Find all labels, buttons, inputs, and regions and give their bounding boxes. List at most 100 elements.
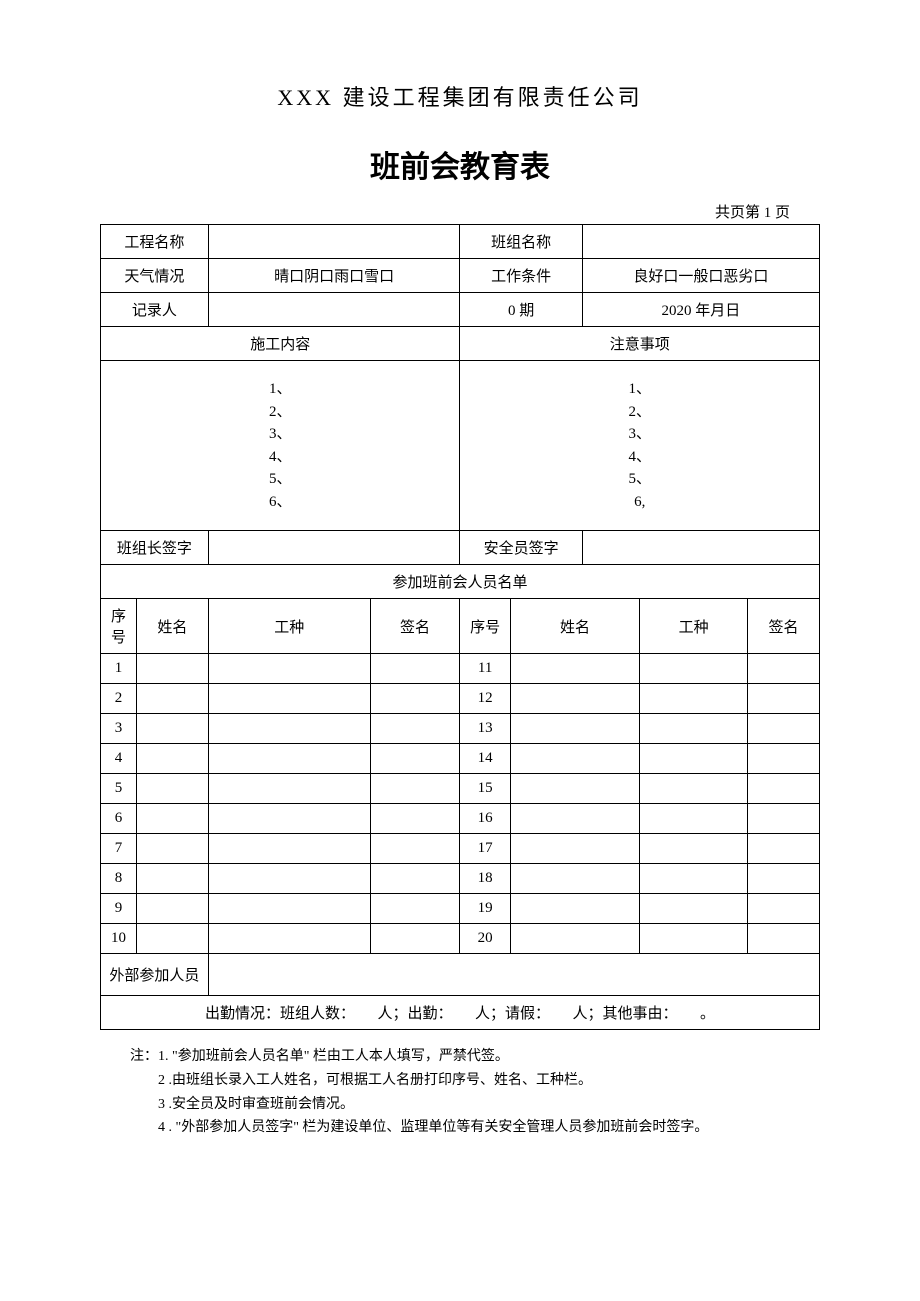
- roster-name[interactable]: [510, 864, 639, 894]
- roster-type[interactable]: [640, 894, 748, 924]
- roster-name[interactable]: [136, 744, 208, 774]
- roster-sign[interactable]: [370, 714, 460, 744]
- roster-type[interactable]: [640, 924, 748, 954]
- weather-options[interactable]: 晴口阴口雨口雪口: [208, 259, 460, 293]
- roster-name[interactable]: [510, 834, 639, 864]
- roster-name[interactable]: [136, 684, 208, 714]
- precaution-header: 注意事项: [460, 327, 820, 361]
- roster-seq: 5: [101, 774, 137, 804]
- note-item-1: 1. "参加班前会人员名单" 栏由工人本人填写，严禁代签。: [158, 1045, 509, 1069]
- roster-name[interactable]: [136, 714, 208, 744]
- roster-type[interactable]: [208, 744, 370, 774]
- roster-row: 10 20: [101, 924, 820, 954]
- roster-type[interactable]: [208, 834, 370, 864]
- condition-options[interactable]: 良好口一般口恶劣口: [582, 259, 819, 293]
- roster-sign[interactable]: [370, 864, 460, 894]
- roster-type[interactable]: [208, 654, 370, 684]
- roster-sign[interactable]: [748, 834, 820, 864]
- col-type-1: 工种: [208, 599, 370, 654]
- roster-type[interactable]: [208, 864, 370, 894]
- roster-name[interactable]: [510, 714, 639, 744]
- roster-type[interactable]: [208, 924, 370, 954]
- roster-type[interactable]: [640, 774, 748, 804]
- attendance-text[interactable]: 出勤情况：班组人数： 人；出勤： 人；请假： 人；其他事由： 。: [101, 996, 820, 1030]
- roster-type[interactable]: [208, 894, 370, 924]
- roster-name[interactable]: [136, 924, 208, 954]
- roster-seq: 7: [101, 834, 137, 864]
- roster-seq: 6: [101, 804, 137, 834]
- construction-item: 5、: [105, 468, 455, 491]
- roster-name[interactable]: [510, 924, 639, 954]
- roster-sign[interactable]: [370, 834, 460, 864]
- roster-type[interactable]: [640, 834, 748, 864]
- roster-sign[interactable]: [370, 654, 460, 684]
- row-weather-condition: 天气情况 晴口阴口雨口雪口 工作条件 良好口一般口恶劣口: [101, 259, 820, 293]
- roster-name[interactable]: [136, 804, 208, 834]
- roster-row: 111: [101, 654, 820, 684]
- roster-sign[interactable]: [748, 924, 820, 954]
- roster-sign[interactable]: [748, 774, 820, 804]
- roster-seq: 10: [101, 924, 137, 954]
- roster-sign[interactable]: [748, 894, 820, 924]
- precaution-content[interactable]: 1、2、3、4、5、6,: [460, 361, 820, 531]
- roster-sign[interactable]: [748, 654, 820, 684]
- roster-sign[interactable]: [748, 714, 820, 744]
- row-external: 外部参加人员: [101, 954, 820, 996]
- roster-seq: 20: [460, 924, 510, 954]
- roster-type[interactable]: [640, 744, 748, 774]
- roster-sign[interactable]: [370, 744, 460, 774]
- roster-sign[interactable]: [748, 864, 820, 894]
- roster-name[interactable]: [510, 684, 639, 714]
- roster-sign[interactable]: [370, 804, 460, 834]
- roster-seq: 14: [460, 744, 510, 774]
- row-project-team: 工程名称 班组名称: [101, 225, 820, 259]
- leader-signature-value[interactable]: [208, 531, 460, 565]
- roster-name[interactable]: [510, 894, 639, 924]
- roster-sign[interactable]: [370, 894, 460, 924]
- roster-seq: 18: [460, 864, 510, 894]
- roster-sign[interactable]: [370, 684, 460, 714]
- roster-type[interactable]: [640, 714, 748, 744]
- roster-type[interactable]: [208, 774, 370, 804]
- roster-name[interactable]: [136, 654, 208, 684]
- roster-type[interactable]: [640, 864, 748, 894]
- safety-signature-value[interactable]: [582, 531, 819, 565]
- roster-name[interactable]: [510, 744, 639, 774]
- roster-type[interactable]: [640, 684, 748, 714]
- roster-seq: 3: [101, 714, 137, 744]
- roster-name[interactable]: [510, 654, 639, 684]
- form-title: 班前会教育表: [100, 142, 820, 186]
- team-name-value[interactable]: [582, 225, 819, 259]
- row-content-headers: 施工内容 注意事项: [101, 327, 820, 361]
- roster-sign[interactable]: [370, 924, 460, 954]
- roster-sign[interactable]: [748, 804, 820, 834]
- construction-content[interactable]: 1、2、3、4、5、6、: [101, 361, 460, 531]
- roster-seq: 11: [460, 654, 510, 684]
- roster-seq: 17: [460, 834, 510, 864]
- roster-row: 313: [101, 714, 820, 744]
- roster-sign[interactable]: [370, 774, 460, 804]
- recorder-value[interactable]: [208, 293, 460, 327]
- roster-name[interactable]: [136, 864, 208, 894]
- roster-name[interactable]: [510, 804, 639, 834]
- roster-name[interactable]: [136, 894, 208, 924]
- project-name-value[interactable]: [208, 225, 460, 259]
- construction-item: 1、: [105, 378, 455, 401]
- roster-name[interactable]: [136, 774, 208, 804]
- precaution-item: 1、: [464, 378, 815, 401]
- roster-name[interactable]: [510, 774, 639, 804]
- roster-type[interactable]: [640, 804, 748, 834]
- roster-sign[interactable]: [748, 744, 820, 774]
- roster-seq: 12: [460, 684, 510, 714]
- roster-type[interactable]: [208, 804, 370, 834]
- roster-name[interactable]: [136, 834, 208, 864]
- roster-row: 515: [101, 774, 820, 804]
- roster-type[interactable]: [208, 684, 370, 714]
- roster-type[interactable]: [208, 714, 370, 744]
- precaution-item: 3、: [464, 423, 815, 446]
- external-value[interactable]: [208, 954, 819, 996]
- roster-type[interactable]: [640, 654, 748, 684]
- roster-sign[interactable]: [748, 684, 820, 714]
- date-value[interactable]: 2020 年月日: [582, 293, 819, 327]
- col-seq-2: 序号: [460, 599, 510, 654]
